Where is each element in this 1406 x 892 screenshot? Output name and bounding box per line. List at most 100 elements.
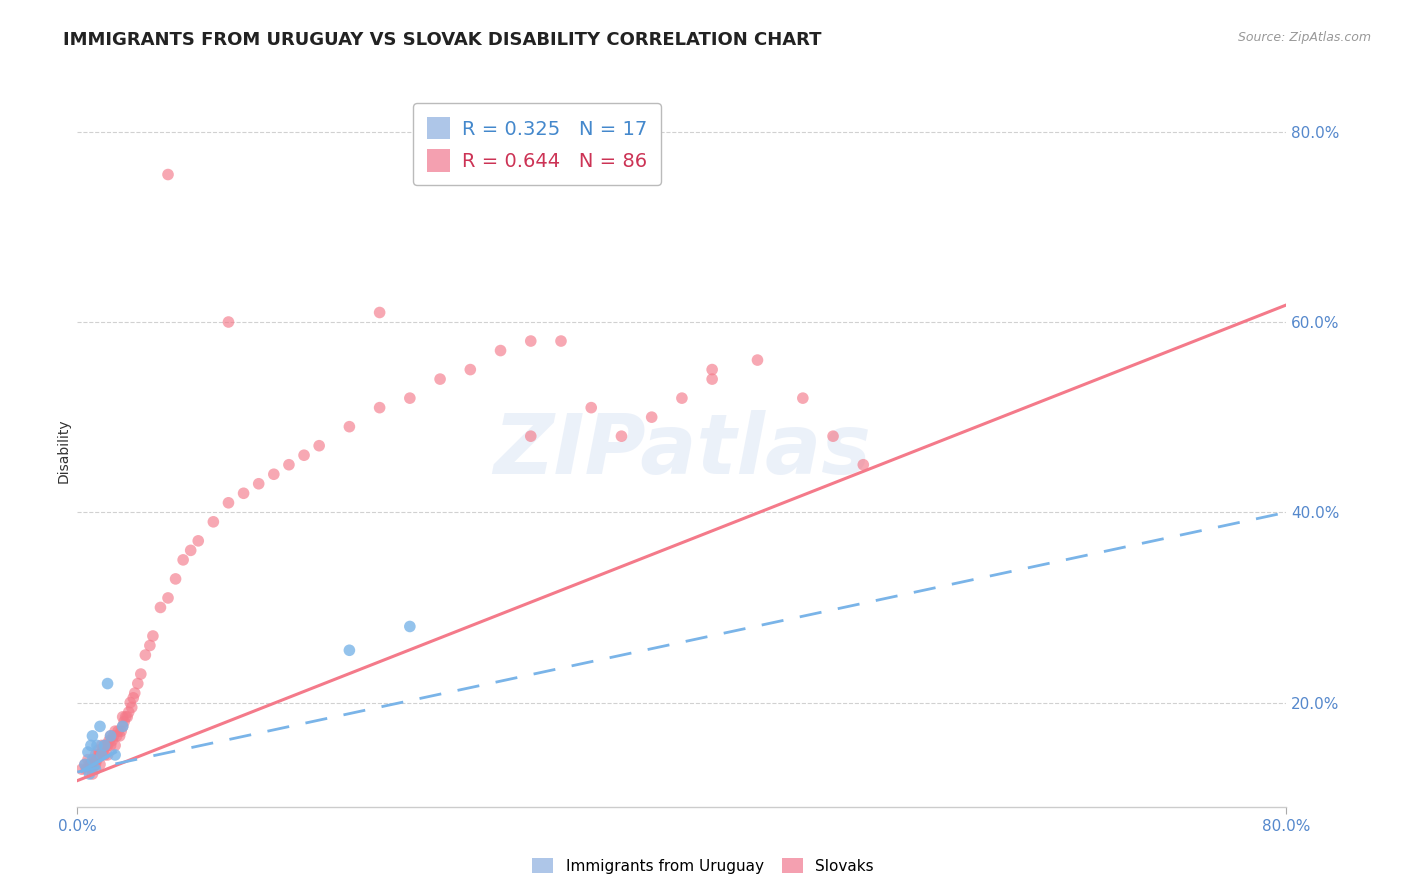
Point: [96, 676, 118, 690]
Point: [157, 168, 180, 182]
Point: [84, 762, 107, 776]
Point: [337, 419, 360, 434]
Point: [308, 439, 330, 453]
Point: [101, 733, 124, 747]
Point: [89, 747, 111, 762]
Point: [263, 467, 285, 482]
Point: [90, 747, 112, 762]
Point: [84, 757, 107, 772]
Point: [142, 629, 165, 643]
Point: [96, 739, 118, 753]
Point: [489, 343, 512, 358]
Point: [247, 476, 270, 491]
Point: [86, 739, 108, 753]
Point: [124, 686, 146, 700]
Point: [90, 739, 112, 753]
Point: [792, 391, 814, 405]
Point: [93, 739, 115, 753]
Point: [110, 724, 132, 739]
Point: [520, 429, 543, 443]
Point: [82, 762, 104, 776]
Point: [112, 714, 135, 729]
Point: [77, 753, 100, 767]
Point: [105, 729, 128, 743]
Point: [89, 719, 111, 733]
Point: [292, 448, 315, 462]
Text: ZIPatlas: ZIPatlas: [494, 410, 870, 491]
Point: [180, 543, 202, 558]
Point: [84, 747, 107, 762]
Point: [165, 572, 187, 586]
Point: [399, 391, 422, 405]
Point: [87, 743, 110, 757]
Point: [70, 762, 93, 776]
Point: [83, 753, 105, 767]
Y-axis label: Disability: Disability: [56, 418, 70, 483]
Point: [118, 705, 141, 719]
Point: [100, 729, 122, 743]
Point: [111, 719, 134, 733]
Point: [100, 739, 122, 753]
Legend: R = 0.325   N = 17, R = 0.644   N = 86: R = 0.325 N = 17, R = 0.644 N = 86: [413, 103, 661, 186]
Point: [114, 710, 136, 724]
Point: [111, 710, 134, 724]
Point: [120, 696, 142, 710]
Point: [103, 729, 125, 743]
Point: [82, 753, 104, 767]
Point: [368, 401, 391, 415]
Point: [77, 745, 100, 759]
Point: [581, 401, 603, 415]
Point: [104, 747, 127, 762]
Point: [129, 667, 152, 681]
Point: [80, 739, 103, 753]
Point: [821, 429, 844, 443]
Point: [702, 372, 724, 386]
Point: [429, 372, 451, 386]
Point: [82, 729, 104, 743]
Point: [121, 700, 143, 714]
Point: [157, 591, 180, 605]
Point: [337, 643, 360, 657]
Point: [111, 719, 134, 733]
Point: [127, 676, 149, 690]
Point: [86, 753, 108, 767]
Point: [139, 639, 162, 653]
Point: [94, 739, 117, 753]
Point: [671, 391, 693, 405]
Point: [149, 600, 172, 615]
Point: [172, 553, 194, 567]
Point: [702, 362, 724, 376]
Point: [98, 733, 121, 747]
Point: [82, 767, 104, 781]
Point: [218, 315, 240, 329]
Text: IMMIGRANTS FROM URUGUAY VS SLOVAK DISABILITY CORRELATION CHART: IMMIGRANTS FROM URUGUAY VS SLOVAK DISABI…: [63, 31, 821, 49]
Point: [100, 729, 122, 743]
Point: [232, 486, 254, 500]
Point: [368, 305, 391, 319]
Point: [104, 724, 127, 739]
Point: [93, 739, 115, 753]
Point: [75, 762, 97, 776]
Point: [610, 429, 633, 443]
Legend: Immigrants from Uruguay, Slovaks: Immigrants from Uruguay, Slovaks: [526, 852, 880, 880]
Point: [87, 747, 110, 762]
Point: [122, 690, 145, 705]
Point: [520, 334, 543, 348]
Point: [641, 410, 664, 425]
Point: [399, 619, 422, 633]
Point: [202, 515, 225, 529]
Point: [73, 757, 96, 772]
Point: [90, 747, 112, 762]
Point: [73, 757, 96, 772]
Point: [96, 747, 118, 762]
Point: [79, 767, 101, 781]
Point: [104, 739, 127, 753]
Point: [852, 458, 875, 472]
Point: [747, 353, 769, 368]
Point: [458, 362, 481, 376]
Point: [550, 334, 572, 348]
Point: [218, 496, 240, 510]
Point: [134, 648, 156, 662]
Point: [80, 757, 103, 772]
Text: Source: ZipAtlas.com: Source: ZipAtlas.com: [1237, 31, 1371, 45]
